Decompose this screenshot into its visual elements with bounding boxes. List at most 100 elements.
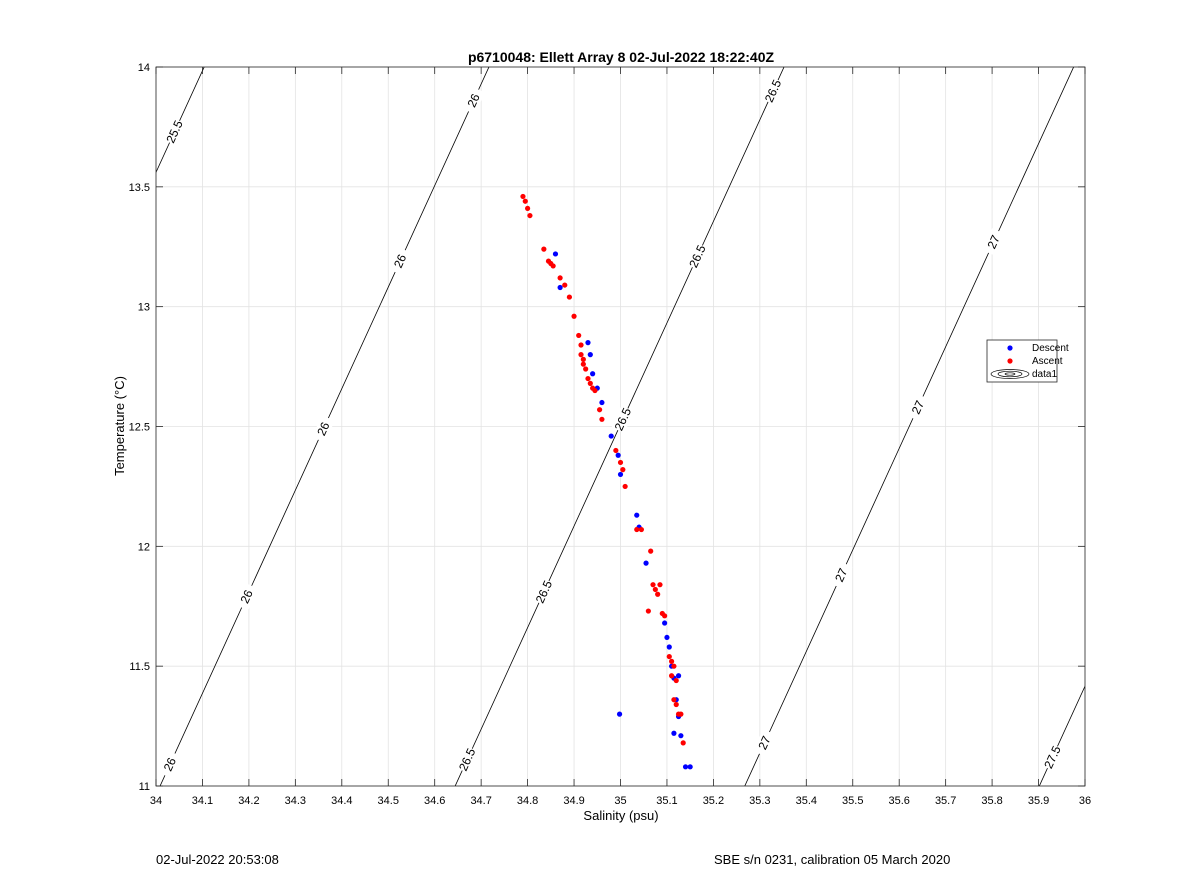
contour-label-bg xyxy=(611,405,635,434)
point-ascent xyxy=(525,205,531,212)
point-ascent xyxy=(596,407,603,413)
contour-label: 26.5 xyxy=(533,578,556,605)
contour-label: 26.5 xyxy=(456,746,479,773)
point-descent xyxy=(599,399,605,406)
contour-label-bg xyxy=(235,582,259,611)
x-tick-label: 34.2 xyxy=(238,795,259,807)
point-descent xyxy=(585,340,591,346)
contour-label: 26 xyxy=(391,252,409,270)
point-ascent xyxy=(578,342,584,348)
contour-label-bg xyxy=(761,77,785,105)
contour-label-bg xyxy=(982,228,1005,256)
point-ascent xyxy=(662,613,668,619)
point-descent xyxy=(678,733,684,739)
contour-label: 27 xyxy=(909,398,927,416)
point-descent xyxy=(590,371,596,377)
x-tick-label: 34.7 xyxy=(470,795,491,807)
point-ascent xyxy=(580,361,586,367)
point-ascent xyxy=(520,193,526,200)
x-tick-label: 34.1 xyxy=(192,795,213,807)
chart-title: p6710048: Ellett Array 8 02-Jul-2022 18:… xyxy=(468,49,775,65)
x-tick-label: 34.3 xyxy=(285,795,306,807)
legend: Descent Ascent data1 xyxy=(986,339,1069,383)
contour-line-27.5 xyxy=(1038,685,1085,786)
x-tick-label: 35.1 xyxy=(656,795,677,807)
point-ascent xyxy=(541,246,547,252)
contour-label: 26.5 xyxy=(762,77,785,104)
x-tick-label: 35.5 xyxy=(842,795,863,807)
x-tick-label: 34.8 xyxy=(517,795,538,807)
x-tick-label: 34.6 xyxy=(424,795,445,807)
point-ascent xyxy=(522,198,528,204)
contour-label: 26 xyxy=(161,755,179,773)
point-ascent xyxy=(668,673,675,679)
contour-label: 26 xyxy=(238,587,256,605)
point-ascent xyxy=(613,447,619,454)
point-descent xyxy=(666,644,672,650)
contour-label-bg xyxy=(1041,743,1064,772)
x-tick-label: 35 xyxy=(614,795,626,807)
point-ascent xyxy=(566,294,573,300)
contour-label: 27.5 xyxy=(1041,743,1064,770)
legend-label-ascent: Ascent xyxy=(1032,356,1063,367)
contour-label-bg xyxy=(532,578,556,606)
y-tick-label: 13.5 xyxy=(129,182,150,194)
point-ascent xyxy=(668,658,675,664)
y-axis-label: Temperature (°C) xyxy=(112,376,127,476)
contour-label: 26 xyxy=(314,420,332,438)
x-tick-label: 34 xyxy=(150,795,162,807)
point-ascent xyxy=(671,663,677,669)
x-tick-label: 35.4 xyxy=(796,795,817,807)
point-descent xyxy=(615,452,621,458)
axis-ticks: 34 34.1 34.2 34.3 34.4 34.5 34.6 34.7 34.8 34.9 35… xyxy=(129,62,1092,807)
point-ascent xyxy=(652,586,658,593)
point-ascent xyxy=(648,548,654,554)
point-descent xyxy=(662,620,668,626)
contour-label-bg xyxy=(829,561,853,589)
x-tick-label: 35.2 xyxy=(703,795,724,807)
point-ascent xyxy=(580,356,586,362)
legend-marker-descent xyxy=(1007,345,1013,351)
point-descent xyxy=(552,251,559,257)
point-descent xyxy=(587,352,593,358)
point-descent xyxy=(634,512,640,518)
point-descent xyxy=(617,471,624,478)
contour-label-bg xyxy=(906,393,930,422)
contour-label-bg xyxy=(158,750,182,779)
point-ascent xyxy=(673,701,679,708)
x-tick-label: 36 xyxy=(1079,795,1091,807)
y-tick-label: 11.5 xyxy=(129,661,150,673)
point-ascent xyxy=(550,263,556,269)
y-tick-label: 12 xyxy=(138,541,150,553)
point-ascent xyxy=(578,352,584,358)
data-points xyxy=(520,193,693,770)
y-tick-label: 14 xyxy=(138,62,150,74)
x-tick-label: 35.3 xyxy=(749,795,770,807)
point-descent xyxy=(664,634,670,641)
point-ascent xyxy=(678,711,684,717)
point-ascent xyxy=(617,459,624,466)
x-tick-label: 34.9 xyxy=(563,795,584,807)
point-ascent xyxy=(620,467,626,473)
x-tick-label: 34.5 xyxy=(378,795,399,807)
contour-label: 27 xyxy=(832,566,850,584)
y-tick-label: 11 xyxy=(139,781,150,793)
point-ascent xyxy=(645,608,651,614)
point-ascent xyxy=(599,416,605,422)
point-descent xyxy=(608,433,614,439)
point-ascent xyxy=(622,483,628,490)
contour-label-bg xyxy=(462,86,485,115)
point-ascent xyxy=(657,582,663,588)
point-ascent xyxy=(655,591,661,597)
point-descent xyxy=(687,764,693,770)
point-ascent xyxy=(585,375,591,382)
contour-label-bg xyxy=(163,117,186,146)
point-ascent xyxy=(634,526,640,533)
footer-instrument-info: SBE s/n 0231, calibration 05 March 2020 xyxy=(714,852,951,867)
contour-label-bg xyxy=(753,729,776,757)
x-axis-label: Salinity (psu) xyxy=(583,808,658,823)
point-ascent xyxy=(571,313,577,319)
point-descent xyxy=(616,711,623,717)
contour-label-bg xyxy=(686,242,709,271)
